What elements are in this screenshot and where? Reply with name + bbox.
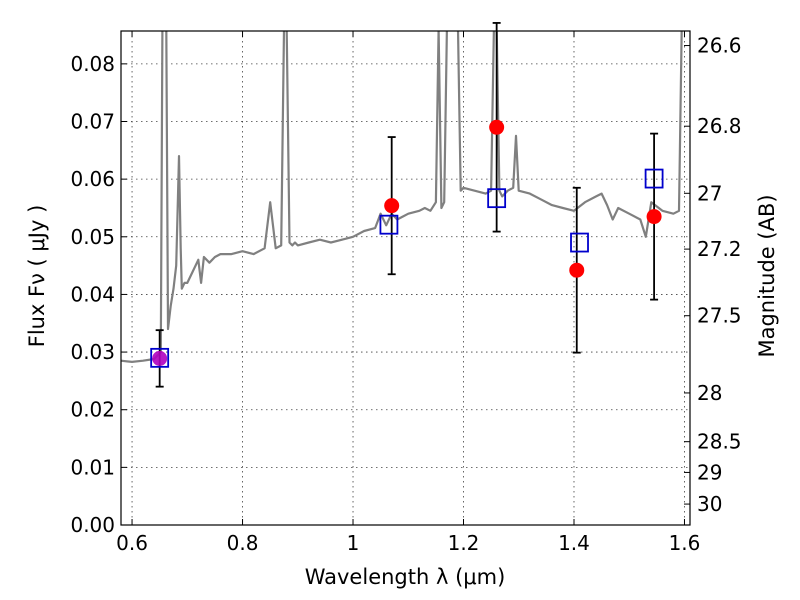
plot-frame	[120, 30, 691, 526]
observed-point	[489, 119, 505, 135]
model-points	[150, 168, 664, 368]
y-tick-label: 0.03	[70, 340, 115, 364]
x-tick-label: 1.6	[669, 531, 701, 555]
mag-tick-label: 30	[697, 492, 722, 516]
mag-tick-label: 27.2	[697, 237, 742, 261]
y-tick-label: 0.04	[70, 282, 115, 306]
x-axis-label: Wavelength λ (μm)	[305, 565, 506, 589]
y-tick-label: 0.05	[70, 225, 115, 249]
grid	[121, 31, 690, 525]
x-tick-label: 0.6	[116, 531, 148, 555]
y-tick-label: 0.08	[70, 52, 115, 76]
observed-point	[569, 262, 585, 278]
y-tick-label: 0.06	[70, 167, 115, 191]
mag-tick-label: 27.5	[697, 304, 742, 328]
y-tick-label: 0.07	[70, 109, 115, 133]
observed-points	[152, 119, 662, 366]
mag-tick-label: 26.8	[697, 114, 742, 138]
y-tick-label: 0.02	[70, 398, 115, 422]
model-square	[150, 347, 170, 368]
magnitude-axis-ticks: 26.6 26.8 27 27.2 27.5 28 28.5 29 30	[684, 34, 742, 516]
x-tick-label: 1	[347, 531, 360, 555]
spectrum-line	[121, 31, 683, 363]
model-square	[570, 232, 589, 253]
spectrum-series	[121, 31, 683, 363]
y-tick-label: 0.01	[70, 455, 115, 479]
x-tick-label: 0.8	[227, 531, 259, 555]
magnitude-axis-label: Magnitude (AB)	[755, 194, 779, 357]
mag-tick-label: 28	[697, 381, 722, 405]
x-axis-ticks: 0.6 0.8 1 1.2 1.4 1.6	[116, 31, 700, 555]
observed-point	[152, 350, 168, 366]
observed-point	[384, 198, 400, 214]
mag-tick-label: 27	[697, 181, 722, 205]
observed-point	[646, 209, 662, 225]
model-square	[487, 188, 507, 209]
y-axis-ticks: 0.00 0.01 0.02 0.03 0.04 0.05 0.06 0.07 0.08	[70, 52, 127, 537]
model-square	[379, 214, 399, 235]
y-axis-label: Flux Fν ( μJy )	[25, 205, 49, 348]
x-tick-label: 1.4	[558, 531, 590, 555]
model-square	[644, 168, 664, 189]
y-tick-label: 0.00	[70, 513, 115, 537]
mag-tick-label: 26.6	[697, 34, 742, 58]
mag-tick-label: 29	[697, 460, 722, 484]
x-tick-label: 1.2	[448, 531, 480, 555]
mag-tick-label: 28.5	[697, 430, 742, 454]
